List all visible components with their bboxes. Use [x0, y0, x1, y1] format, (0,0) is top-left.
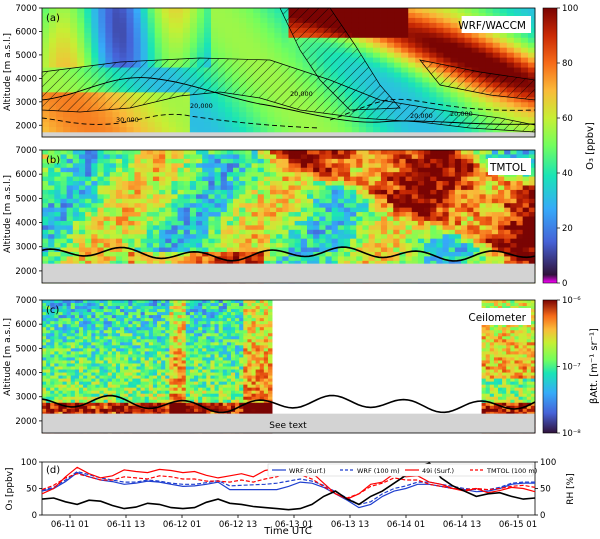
- panel-d-xlabel: Time UTC: [263, 526, 311, 537]
- x-tick-label: 06-11 01: [51, 520, 89, 530]
- y-tick-label: 3000: [15, 393, 37, 403]
- colorbar-tick-label: 10⁻⁷: [562, 363, 581, 373]
- panel-c-ylabel: Altitude [m a.s.l.]: [3, 318, 13, 396]
- panel-label: (a): [46, 13, 60, 24]
- x-tick-label: 06-13 01: [275, 520, 313, 530]
- panel-d-legend: WRF (Surf.) WRF (100 m) 49i (Surf.) TMTOL (…: [267, 463, 537, 477]
- x-tick-label: 06-12 13: [219, 520, 257, 530]
- y-tick-label: 4000: [15, 369, 37, 379]
- y-tick-label: 7000: [15, 296, 37, 306]
- y-tick-label: 2000: [15, 417, 37, 427]
- o3-colorbar: 0 20 40 60 80 100 O₃ [ppbv]: [542, 4, 596, 289]
- panel-label: (d): [46, 465, 60, 476]
- y-tick-label: 2000: [15, 267, 37, 277]
- panel-d-ylabel-right: RH [%]: [566, 473, 576, 504]
- panel-title: Ceilometer: [468, 312, 526, 324]
- contour-label: 20,000: [190, 102, 213, 110]
- legend-entry: WRF (100 m): [357, 467, 400, 475]
- panel-b-heatmap: [42, 150, 536, 284]
- panel-b-boundary-line: [41, 246, 536, 262]
- colorbar-tick-label: 10⁻⁸: [562, 429, 581, 439]
- colorbar-tick-label: 80: [562, 59, 573, 69]
- x-tick-label: 06-11 13: [107, 520, 145, 530]
- y-tick-label: 5000: [15, 51, 37, 61]
- y-tick-label: 3000: [15, 243, 37, 253]
- backscatter-colorbar: 10⁻⁸ 10⁻⁷ 10⁻⁶ βAtt. [m⁻¹ sr⁻¹]: [542, 296, 600, 439]
- y-tick-label: 6000: [15, 27, 37, 37]
- y-tick-label: 6000: [15, 170, 37, 180]
- panel-b-ylabel: Altitude [m a.s.l.]: [3, 175, 13, 253]
- legend-entry: WRF (Surf.): [289, 467, 326, 475]
- series-line: [41, 470, 535, 506]
- contour-label: 20,000: [290, 90, 313, 98]
- y-tick-label: 0: [32, 511, 37, 521]
- terrain-band: [42, 263, 535, 283]
- y-tick-label: 3000: [15, 98, 37, 108]
- x-tick-label: 06-14 13: [443, 520, 481, 530]
- colorbar-tick-label: 60: [562, 114, 573, 124]
- panel-c-boundary-line: [41, 394, 536, 414]
- y-tick-label: 50: [26, 485, 37, 495]
- panel-a-ylabel: Altitude [m a.s.l.]: [3, 33, 13, 111]
- series-line: [41, 462, 536, 511]
- colorbar-tick-label: 10⁻⁶: [562, 296, 581, 306]
- x-tick-label: 06-15 01: [499, 520, 537, 530]
- panel-label: (c): [46, 305, 59, 316]
- terrain-band: [42, 132, 535, 137]
- x-tick-label: 06-12 01: [163, 520, 201, 530]
- y-tick-label: 4000: [15, 219, 37, 229]
- y-tick-label: 100: [21, 458, 37, 468]
- legend-entry: TMTOL (100 m): [486, 467, 537, 475]
- y-tick-label-right: 50: [540, 485, 551, 495]
- panel-c-note: See text: [269, 421, 307, 431]
- y-tick-label-right: 100: [540, 458, 556, 468]
- contour-label: 30,000: [116, 116, 139, 124]
- x-tick-label: 06-13 13: [331, 520, 369, 530]
- backscatter-colorbar-label: βAtt. [m⁻¹ sr⁻¹]: [589, 328, 600, 404]
- x-tick-label: 06-14 01: [387, 520, 425, 530]
- contour-label: 20,000: [450, 110, 473, 118]
- panel-a-hatch-overlay: [41, 7, 536, 133]
- panel-title: TMTOL: [489, 162, 526, 174]
- legend-entry: 49i (Surf.): [422, 467, 454, 475]
- terrain-band: [42, 413, 535, 433]
- y-tick-label: 4000: [15, 74, 37, 84]
- colorbar-tick-label: 0: [562, 279, 567, 289]
- contour-label: 20,000: [410, 112, 433, 120]
- y-tick-label: 2000: [15, 121, 37, 131]
- panel-d-ylabel: O₃ [ppbv]: [5, 467, 15, 510]
- y-tick-label-right: 0: [540, 511, 545, 521]
- panel-d-line-chart: 0 50 100 0 50 100 06-11 01 06-11 13 06-12 01 06-1…: [21, 458, 556, 530]
- o3-colorbar-label: O₃ [ppbv]: [585, 122, 596, 170]
- y-tick-label: 6000: [15, 320, 37, 330]
- colorbar-tick-label: 40: [562, 169, 573, 179]
- y-tick-label: 5000: [15, 194, 37, 204]
- colorbar-tick-label: 100: [562, 4, 578, 14]
- panel-label: (b): [46, 155, 60, 166]
- panel-a-contours: [41, 77, 536, 129]
- panel-c-heatmap: See text: [42, 300, 536, 434]
- y-tick-label: 7000: [15, 4, 37, 14]
- y-tick-label: 5000: [15, 344, 37, 354]
- colorbar-tick-label: 20: [562, 224, 573, 234]
- panel-title: WRF/WACCM: [458, 20, 526, 32]
- y-tick-label: 7000: [15, 146, 37, 156]
